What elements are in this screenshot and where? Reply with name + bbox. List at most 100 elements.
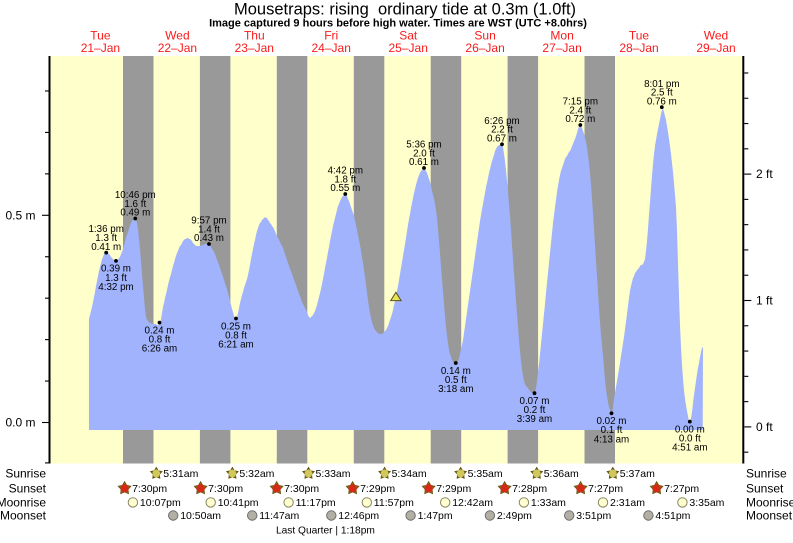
svg-text:7:29pm: 7:29pm (360, 483, 395, 495)
svg-text:7:28pm: 7:28pm (512, 483, 547, 495)
svg-text:Sun: Sun (474, 28, 495, 42)
svg-text:0.0 ft: 0.0 ft (679, 434, 701, 445)
svg-text:0.5 m: 0.5 m (5, 209, 35, 223)
svg-text:1.8 ft: 1.8 ft (334, 174, 356, 185)
svg-text:0.43 m: 0.43 m (194, 233, 224, 244)
svg-text:3:39 am: 3:39 am (517, 414, 552, 425)
svg-text:Last Quarter | 1:18pm: Last Quarter | 1:18pm (276, 526, 375, 537)
svg-text:1:47pm: 1:47pm (418, 510, 453, 522)
svg-text:3:51pm: 3:51pm (576, 510, 611, 522)
svg-text:0.14 m: 0.14 m (441, 366, 471, 377)
svg-text:8:01 pm: 8:01 pm (644, 79, 679, 90)
svg-text:Mon: Mon (550, 28, 573, 42)
svg-text:7:30pm: 7:30pm (132, 483, 167, 495)
svg-text:Thu: Thu (244, 28, 265, 42)
svg-text:5:36am: 5:36am (544, 468, 579, 480)
svg-text:1:33am: 1:33am (531, 497, 566, 509)
svg-text:0.41 m: 0.41 m (91, 242, 121, 253)
svg-text:1.3 ft: 1.3 ft (95, 233, 117, 244)
svg-text:Wed: Wed (165, 28, 189, 42)
svg-text:Tue: Tue (629, 28, 650, 42)
svg-text:24–Jan: 24–Jan (312, 41, 351, 55)
svg-text:Sat: Sat (399, 28, 418, 42)
svg-text:1 ft: 1 ft (756, 294, 773, 308)
svg-text:5:36 pm: 5:36 pm (406, 140, 441, 151)
svg-text:6:21 am: 6:21 am (218, 340, 253, 351)
svg-text:Sunset: Sunset (9, 482, 47, 496)
svg-text:0.61 m: 0.61 m (409, 157, 439, 168)
svg-text:10:07pm: 10:07pm (140, 497, 181, 509)
svg-text:9:57 pm: 9:57 pm (191, 216, 226, 227)
svg-text:0.72 m: 0.72 m (565, 114, 595, 125)
svg-text:0 ft: 0 ft (756, 420, 773, 434)
svg-text:7:27pm: 7:27pm (588, 483, 623, 495)
svg-text:Mousetraps: rising ordinary t: Mousetraps: rising ordinary tide at 0.3m… (234, 0, 576, 18)
svg-text:Sunrise: Sunrise (746, 467, 787, 481)
svg-text:4:42 pm: 4:42 pm (328, 166, 363, 177)
svg-text:7:27pm: 7:27pm (664, 483, 699, 495)
svg-text:5:33am: 5:33am (316, 468, 351, 480)
svg-text:3:18 am: 3:18 am (438, 384, 473, 395)
svg-text:Sunset: Sunset (746, 482, 784, 496)
svg-text:0.8 ft: 0.8 ft (149, 335, 171, 346)
svg-text:2.5 ft: 2.5 ft (651, 88, 673, 99)
svg-text:0.00 m: 0.00 m (675, 424, 705, 435)
svg-text:0.8 ft: 0.8 ft (225, 330, 247, 341)
svg-text:2 ft: 2 ft (756, 167, 773, 181)
svg-text:1.4 ft: 1.4 ft (198, 224, 220, 235)
svg-text:12:46pm: 12:46pm (338, 510, 379, 522)
svg-text:7:29pm: 7:29pm (436, 483, 471, 495)
svg-text:12:42am: 12:42am (452, 497, 493, 509)
svg-text:10:46 pm: 10:46 pm (115, 190, 156, 201)
svg-text:10:50am: 10:50am (180, 510, 221, 522)
svg-text:23–Jan: 23–Jan (235, 41, 274, 55)
svg-text:25–Jan: 25–Jan (389, 41, 428, 55)
svg-text:7:15 pm: 7:15 pm (563, 97, 598, 108)
svg-text:0.55 m: 0.55 m (330, 183, 360, 194)
svg-text:0.2 ft: 0.2 ft (524, 405, 546, 416)
svg-text:10:41pm: 10:41pm (218, 497, 259, 509)
svg-text:2:49pm: 2:49pm (497, 510, 532, 522)
svg-text:Sunrise: Sunrise (5, 467, 46, 481)
svg-text:Image captured 9 hours before: Image captured 9 hours before high water… (209, 17, 587, 29)
svg-text:4:32 pm: 4:32 pm (98, 282, 133, 293)
svg-text:0.07 m: 0.07 m (520, 396, 550, 407)
svg-text:1.3 ft: 1.3 ft (105, 273, 127, 284)
svg-text:2.2 ft: 2.2 ft (491, 125, 513, 136)
svg-text:7:30pm: 7:30pm (284, 483, 319, 495)
svg-text:29–Jan: 29–Jan (696, 41, 735, 55)
svg-text:3:35am: 3:35am (689, 497, 724, 509)
svg-text:1.6 ft: 1.6 ft (124, 199, 146, 210)
svg-text:Fri: Fri (324, 28, 338, 42)
svg-text:11:47am: 11:47am (259, 510, 299, 522)
svg-text:5:34am: 5:34am (392, 468, 427, 480)
svg-text:0.67 m: 0.67 m (487, 134, 517, 145)
svg-text:4:51 am: 4:51 am (672, 443, 707, 454)
svg-text:Moonrise: Moonrise (0, 496, 46, 510)
svg-text:11:57pm: 11:57pm (374, 497, 414, 509)
svg-text:0.0 m: 0.0 m (5, 416, 35, 430)
svg-text:5:37am: 5:37am (620, 468, 655, 480)
svg-text:6:26 am: 6:26 am (142, 344, 177, 355)
svg-text:22–Jan: 22–Jan (158, 41, 197, 55)
svg-text:0.1 ft: 0.1 ft (601, 425, 623, 436)
svg-text:0.02 m: 0.02 m (597, 416, 627, 427)
svg-text:11:17pm: 11:17pm (296, 497, 336, 509)
svg-text:6:26 pm: 6:26 pm (484, 116, 519, 127)
svg-text:Tue: Tue (90, 28, 111, 42)
svg-text:Moonset: Moonset (746, 509, 793, 523)
svg-text:26–Jan: 26–Jan (465, 41, 504, 55)
svg-text:0.5 ft: 0.5 ft (445, 375, 467, 386)
svg-text:4:51pm: 4:51pm (655, 510, 690, 522)
svg-text:Moonset: Moonset (0, 509, 47, 523)
svg-text:5:35am: 5:35am (468, 468, 503, 480)
svg-text:0.24 m: 0.24 m (145, 325, 175, 336)
svg-text:0.76 m: 0.76 m (647, 96, 677, 107)
svg-text:0.25 m: 0.25 m (221, 321, 251, 332)
svg-text:21–Jan: 21–Jan (81, 41, 120, 55)
svg-text:7:30pm: 7:30pm (208, 483, 243, 495)
svg-text:5:31am: 5:31am (163, 468, 198, 480)
svg-text:27–Jan: 27–Jan (542, 41, 581, 55)
svg-text:2:31am: 2:31am (610, 497, 645, 509)
svg-text:28–Jan: 28–Jan (619, 41, 658, 55)
